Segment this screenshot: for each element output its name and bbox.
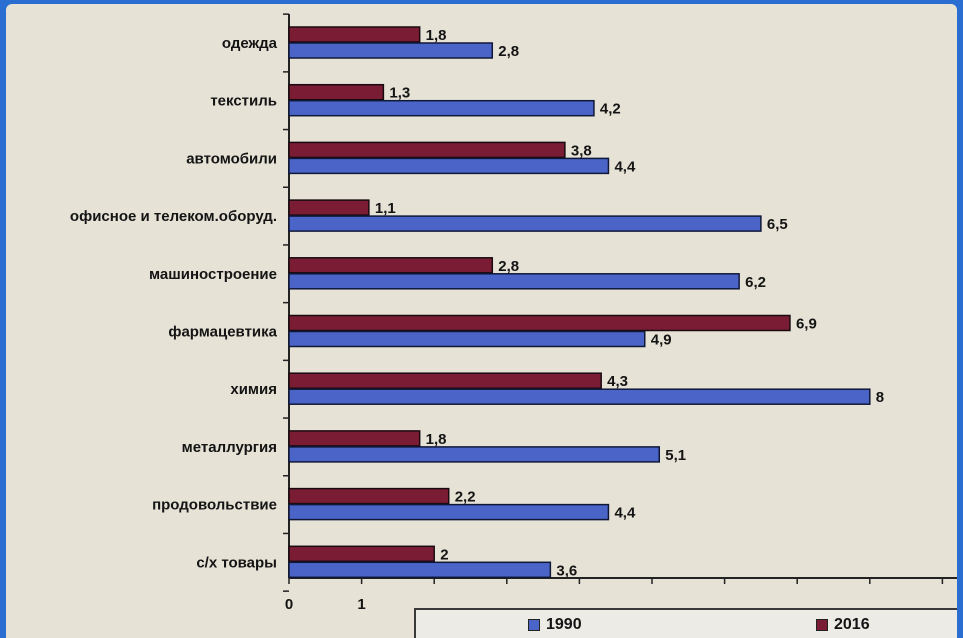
legend-swatch-1990 <box>528 619 540 631</box>
legend-item-2016: 2016 <box>816 616 870 634</box>
value-label-1990: 2,8 <box>498 43 519 60</box>
category-label: офисное и телеком.оборуд. <box>70 208 277 225</box>
value-label-2016: 2,2 <box>455 489 476 506</box>
chart-bars <box>288 26 871 579</box>
value-label-2016: 2,8 <box>498 258 519 275</box>
bar-1990 <box>288 215 762 232</box>
bar-1990 <box>288 157 610 175</box>
category-label: металлургия <box>182 439 277 456</box>
legend-label-2016: 2016 <box>834 616 870 633</box>
value-label-1990: 4,9 <box>651 332 672 349</box>
value-label-1990: 4,2 <box>600 101 621 118</box>
chart-frame: 0 1 одежда 1,8 2,8 текстиль 1,3 4,2 автомобили 3,… <box>6 4 957 638</box>
value-label-1990: 4,4 <box>614 505 636 522</box>
chart-legend: 1990 2016 <box>414 608 957 638</box>
value-label-1990: 8 <box>876 389 884 406</box>
chart-labels: 0 1 одежда 1,8 2,8 текстиль 1,3 4,2 автомобили 3,… <box>70 27 884 613</box>
value-label-2016: 1,8 <box>426 431 447 448</box>
category-label: фармацевтика <box>168 324 277 341</box>
value-label-1990: 3,6 <box>556 562 577 579</box>
bar-2016 <box>288 26 421 43</box>
legend-item-1990: 1990 <box>528 616 582 634</box>
value-label-1990: 5,1 <box>665 447 686 464</box>
category-label: химия <box>230 381 277 398</box>
category-label: машиностроение <box>149 266 277 283</box>
value-label-1990: 6,2 <box>745 274 766 291</box>
bar-1990 <box>288 561 552 579</box>
value-label-2016: 2 <box>440 546 448 563</box>
category-label: текстиль <box>210 93 277 110</box>
category-label: с/х товары <box>196 554 277 571</box>
x-tick-label: 1 <box>357 596 365 613</box>
value-label-2016: 1,8 <box>426 27 447 44</box>
bar-2016 <box>288 314 791 332</box>
bar-2016 <box>288 487 450 505</box>
value-label-2016: 1,1 <box>375 200 396 217</box>
bar-2016 <box>288 430 421 447</box>
bar-1990 <box>288 388 871 405</box>
legend-swatch-2016 <box>816 619 828 631</box>
bar-2016 <box>288 372 602 389</box>
bar-2016 <box>288 545 435 563</box>
value-label-1990: 6,5 <box>767 216 788 233</box>
bar-1990 <box>288 330 646 348</box>
bar-2016 <box>288 83 385 101</box>
bar-1990 <box>288 446 661 463</box>
bar-1990 <box>288 273 740 290</box>
category-label: одежда <box>222 35 278 52</box>
bar-2016 <box>288 141 566 159</box>
bar-chart: 0 1 одежда 1,8 2,8 текстиль 1,3 4,2 автомобили 3,… <box>70 13 957 613</box>
value-label-2016: 4,3 <box>607 373 628 390</box>
x-tick-label: 0 <box>285 596 293 613</box>
bar-1990 <box>288 99 595 117</box>
legend-label-1990: 1990 <box>546 616 582 633</box>
bar-1990 <box>288 503 610 521</box>
bar-1990 <box>288 42 494 59</box>
value-label-2016: 3,8 <box>571 142 592 159</box>
category-label: автомобили <box>186 150 277 167</box>
value-label-2016: 6,9 <box>796 316 817 333</box>
value-label-2016: 1,3 <box>389 85 410 102</box>
bar-2016 <box>288 199 370 216</box>
bar-2016 <box>288 257 494 274</box>
category-label: продовольствие <box>152 497 277 514</box>
value-label-1990: 4,4 <box>614 158 636 175</box>
